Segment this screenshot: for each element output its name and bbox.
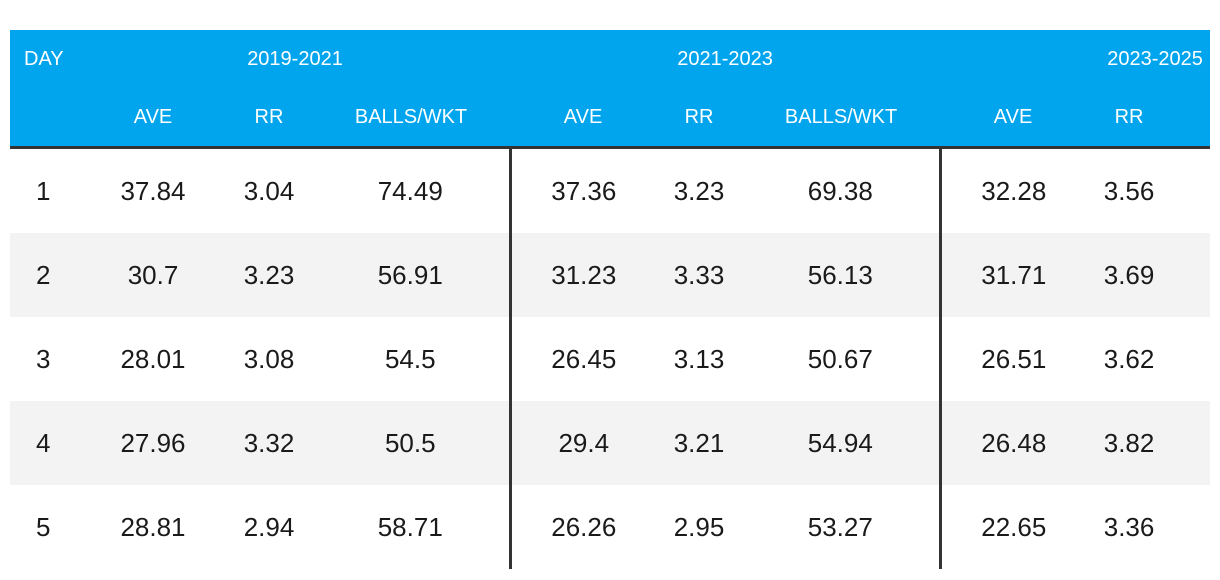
header-balls-per-wkt: BALLS/WKT: [742, 89, 941, 148]
header-period-2023-2025: 2023-2025: [940, 30, 1210, 89]
cell-balls-per-wkt: 58.71: [377, 511, 443, 542]
cell-ave: 26.51: [938, 317, 1087, 401]
cell-day: 5: [36, 511, 51, 542]
header-period-2019-2021: 2019-2021: [80, 30, 511, 89]
cell-ave: 26.48: [938, 401, 1087, 485]
cell-ave: 37.84: [120, 175, 186, 206]
stats-table-container: DAY 2019-2021 2021-2023 2023-2025 AVE RR…: [10, 30, 1210, 580]
cell-rr: 3.23: [673, 175, 725, 206]
cell-balls-per-wkt: 50.67: [807, 343, 873, 374]
cell-rr: 3.08: [243, 343, 295, 374]
table-row: 5 28.81 2.94 58.71 26.26 2.95 53.27 22.6…: [10, 485, 1210, 569]
cell-rr: 3.04: [243, 175, 295, 206]
cell-day: 4: [10, 401, 80, 485]
header-period-2021-2023: 2021-2023: [510, 30, 941, 89]
cell-day: 2: [10, 233, 80, 317]
table-row: 1 37.84 3.04 74.49 37.36 3.23 69.38 32.2…: [10, 147, 1210, 234]
cell-ave: 26.45: [508, 317, 657, 401]
table-body: 1 37.84 3.04 74.49 37.36 3.23 69.38 32.2…: [10, 147, 1210, 569]
cell-balls-per-wkt: [1172, 401, 1210, 485]
cell-rr: 3.56: [1103, 175, 1155, 206]
cell-balls-per-wkt: 53.27: [807, 511, 873, 542]
cell-balls-per-wkt: 50.5: [312, 401, 511, 485]
cell-balls-per-wkt: [1172, 233, 1210, 317]
cell-ave: 30.7: [80, 233, 226, 317]
cell-rr: 3.23: [226, 233, 312, 317]
cell-rr: 3.32: [226, 401, 312, 485]
header-day-blank: [10, 89, 80, 148]
cell-rr: 3.62: [1103, 343, 1155, 374]
table-header: DAY 2019-2021 2021-2023 2023-2025 AVE RR…: [10, 30, 1210, 148]
header-ave: AVE: [80, 89, 226, 148]
cell-ave: 37.36: [508, 147, 657, 233]
cell-ave: 22.65: [938, 485, 1087, 569]
cell-rr: 3.21: [656, 401, 743, 485]
cell-ave: 28.81: [120, 511, 186, 542]
header-rr: RR: [656, 89, 743, 148]
cell-ave: 31.23: [508, 233, 657, 317]
cell-ave: 29.4: [508, 401, 657, 485]
cell-rr: 3.33: [656, 233, 743, 317]
cell-ave: 27.96: [80, 401, 226, 485]
header-balls-per-wkt: BALLS/WKT: [1172, 89, 1210, 148]
cell-rr: 3.69: [1086, 233, 1173, 317]
cell-balls-per-wkt: 56.91: [312, 233, 511, 317]
cell-day: 3: [36, 343, 51, 374]
cell-rr: 2.94: [243, 511, 295, 542]
cell-balls-per-wkt: 56.13: [742, 233, 941, 317]
cell-rr: 3.82: [1086, 401, 1173, 485]
cell-ave: 28.01: [120, 343, 186, 374]
cell-rr: 3.36: [1103, 511, 1155, 542]
cell-ave: 26.26: [508, 485, 657, 569]
header-group-row: DAY 2019-2021 2021-2023 2023-2025: [10, 30, 1210, 89]
header-ave: AVE: [510, 89, 657, 148]
cell-ave: 31.71: [938, 233, 1087, 317]
cell-balls-per-wkt: 74.49: [377, 175, 443, 206]
header-balls-per-wkt: BALLS/WKT: [312, 89, 511, 148]
cell-balls-per-wkt: [1172, 148, 1210, 234]
cell-balls-per-wkt: [1172, 317, 1210, 401]
table-row: 3 28.01 3.08 54.5 26.45 3.13 50.67 26.51…: [10, 317, 1210, 401]
header-ave: AVE: [940, 89, 1087, 148]
table-row: 2 30.7 3.23 56.91 31.23 3.33 56.13 31.71…: [10, 233, 1210, 317]
header-day: DAY: [10, 30, 80, 89]
stats-table: DAY 2019-2021 2021-2023 2023-2025 AVE RR…: [10, 30, 1210, 569]
cell-ave: 32.28: [938, 147, 1087, 233]
cell-balls-per-wkt: 54.5: [384, 343, 436, 374]
cell-balls-per-wkt: 54.94: [742, 401, 941, 485]
cell-rr: 3.13: [673, 343, 725, 374]
cell-balls-per-wkt: 69.38: [807, 175, 873, 206]
header-rr: RR: [1086, 89, 1173, 148]
cell-rr: 2.95: [673, 511, 725, 542]
cell-day: 1: [36, 175, 51, 206]
header-sub-row: AVE RR BALLS/WKT AVE RR BALLS/WKT AVE RR…: [10, 89, 1210, 148]
cell-balls-per-wkt: [1172, 485, 1210, 569]
table-row: 4 27.96 3.32 50.5 29.4 3.21 54.94 26.48 …: [10, 401, 1210, 485]
header-rr: RR: [226, 89, 312, 148]
